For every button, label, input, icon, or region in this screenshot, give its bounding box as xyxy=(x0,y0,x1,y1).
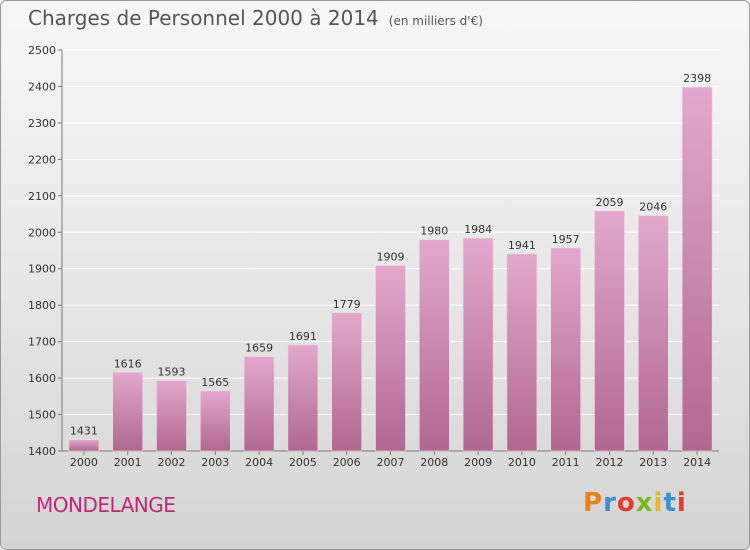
bar xyxy=(594,210,625,452)
city-name: MONDELANGE xyxy=(36,493,176,517)
y-tick-label: 1900 xyxy=(28,263,56,276)
x-tick-label: 2013 xyxy=(639,456,667,469)
x-tick-label: 2004 xyxy=(245,456,273,469)
bar xyxy=(681,86,713,452)
y-tick-label: 2100 xyxy=(28,190,56,203)
logo-letter: o xyxy=(616,488,636,518)
logo-letter: x xyxy=(635,488,654,518)
bar-value-label: 1984 xyxy=(464,223,492,236)
bar-value-label: 1565 xyxy=(201,376,229,389)
bar xyxy=(418,239,450,452)
logo-letter: P xyxy=(583,488,604,518)
bar-value-label: 2059 xyxy=(596,196,624,209)
x-tick-label: 2010 xyxy=(508,456,536,469)
bar xyxy=(506,253,538,452)
bar-value-label: 2398 xyxy=(683,72,711,85)
x-tick-label: 2005 xyxy=(289,456,317,469)
bar-value-label: 1691 xyxy=(289,330,317,343)
bar xyxy=(462,237,494,452)
bar xyxy=(112,371,143,452)
bar xyxy=(200,390,231,452)
bar xyxy=(375,265,406,452)
bar-value-label: 1980 xyxy=(420,225,448,238)
x-tick-label: 2006 xyxy=(333,456,361,469)
y-tick-label: 2400 xyxy=(28,80,56,93)
chart-title-row: Charges de Personnel 2000 à 2014 (en mill… xyxy=(28,6,483,30)
logo-letter: t xyxy=(663,488,677,518)
bar xyxy=(243,356,275,452)
x-tick-label: 2012 xyxy=(596,456,624,469)
x-tick-label: 2011 xyxy=(552,456,580,469)
y-tick-label: 1400 xyxy=(28,445,56,458)
bar-value-label: 1431 xyxy=(70,425,98,438)
x-tick-label: 2007 xyxy=(377,456,405,469)
bar xyxy=(156,380,187,452)
y-tick-label: 2300 xyxy=(28,117,56,130)
y-tick-label: 1700 xyxy=(28,336,56,349)
y-tick-label: 2500 xyxy=(28,44,56,57)
bar-value-label: 1909 xyxy=(377,250,405,263)
y-tick-label: 1600 xyxy=(28,372,56,385)
bar xyxy=(550,247,582,452)
y-tick-label: 1800 xyxy=(28,299,56,312)
bars xyxy=(68,86,713,452)
x-tick-label: 2008 xyxy=(420,456,448,469)
bar xyxy=(331,312,363,452)
bar-value-label: 1616 xyxy=(114,357,142,370)
labels: 1400 1500 1600 1700 1800 1900 2000 2100 2200 2300… xyxy=(28,44,711,469)
x-tick-label: 2002 xyxy=(158,456,186,469)
chart-title: Charges de Personnel 2000 à 2014 xyxy=(28,6,379,30)
bar-value-label: 2046 xyxy=(639,201,667,214)
bar-value-label: 1593 xyxy=(158,366,186,379)
x-tick-label: 2000 xyxy=(70,456,98,469)
proxiti-logo: Proxiti xyxy=(583,488,687,518)
logo-letter: i xyxy=(653,488,664,518)
logo-letter: i xyxy=(676,488,687,518)
bar-value-label: 1659 xyxy=(245,342,273,355)
x-tick-label: 2003 xyxy=(201,456,229,469)
y-tick-label: 2200 xyxy=(28,153,56,166)
bar-value-label: 1941 xyxy=(508,239,536,252)
bar xyxy=(287,344,319,452)
y-tick-label: 2000 xyxy=(28,226,56,239)
x-tick-label: 2009 xyxy=(464,456,492,469)
x-tick-label: 2014 xyxy=(683,456,711,469)
logo-letter: r xyxy=(603,488,617,518)
chart-subtitle: (en milliers d'€) xyxy=(388,14,483,28)
bar xyxy=(68,439,100,452)
bar-value-label: 1779 xyxy=(333,298,361,311)
x-tick-label: 2001 xyxy=(114,456,142,469)
y-tick-label: 1500 xyxy=(28,409,56,422)
bar xyxy=(637,215,669,452)
bar-value-label: 1957 xyxy=(552,233,580,246)
